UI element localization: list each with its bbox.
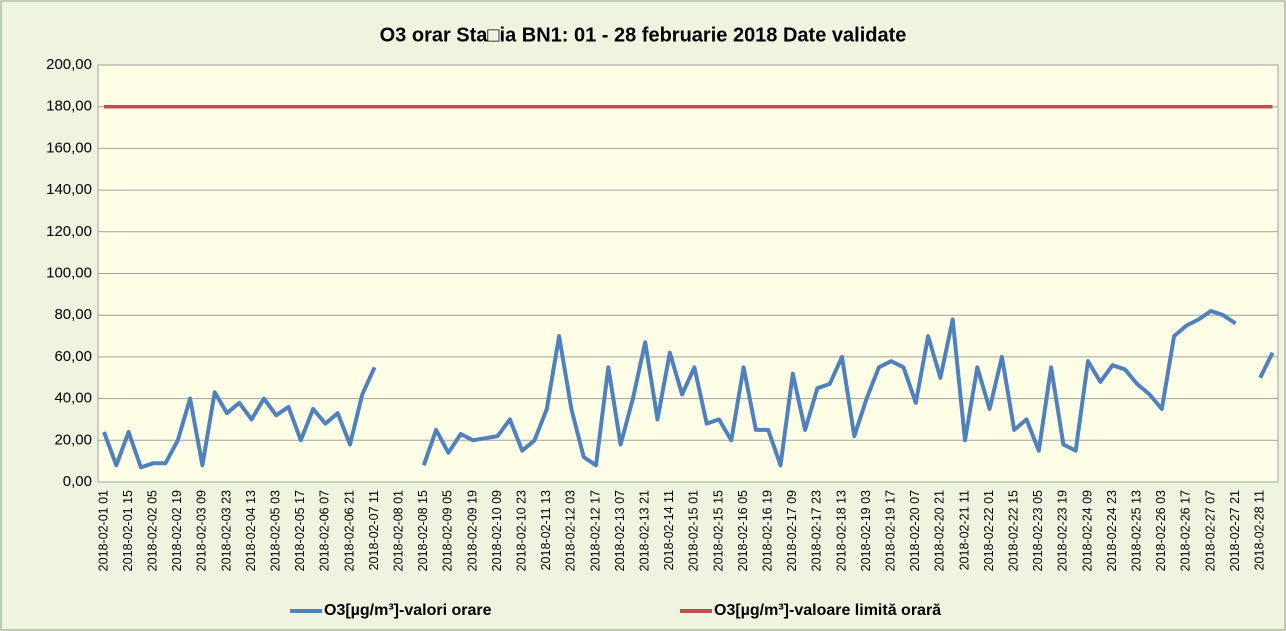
- x-tick-label: 2018-02-28 11: [1252, 490, 1266, 570]
- x-tick-label: 2018-02-23 05: [1031, 490, 1045, 571]
- x-tick-label: 2018-02-13 07: [613, 490, 627, 571]
- x-tick-label: 2018-02-07 11: [367, 490, 381, 570]
- series-line: [102, 309, 1275, 470]
- x-tick-label: 2018-02-08 15: [416, 490, 430, 571]
- x-tick-label: 2018-02-12 17: [588, 490, 602, 571]
- y-tick-label: 40,00: [54, 390, 92, 407]
- x-tick-label: 2018-02-26 03: [1154, 490, 1168, 571]
- x-tick-label: 2018-02-10 23: [514, 490, 528, 571]
- x-tick-label: 2018-02-15 01: [687, 490, 701, 571]
- x-tick-label: 2018-02-19 17: [883, 490, 897, 571]
- x-tick-label: 2018-02-20 07: [908, 490, 922, 571]
- y-tick-label: 100,00: [46, 264, 92, 281]
- legend-label: O3[µg/m³]-valori orare: [324, 602, 492, 619]
- y-tick-label: 60,00: [54, 348, 92, 365]
- x-tick-label: 2018-02-22 15: [1006, 490, 1020, 571]
- x-tick-label: 2018-02-17 09: [785, 490, 799, 571]
- x-tick-label: 2018-02-03 09: [195, 490, 209, 571]
- x-tick-label: 2018-02-27 07: [1203, 490, 1217, 571]
- y-tick-label: 160,00: [46, 139, 92, 156]
- x-tick-label: 2018-02-11 13: [539, 490, 553, 570]
- x-tick-label: 2018-02-13 21: [637, 490, 651, 571]
- y-tick-label: 80,00: [54, 306, 92, 323]
- x-tick-label: 2018-02-12 03: [564, 490, 578, 571]
- y-tick-label: 0,00: [63, 473, 92, 490]
- y-tick-label: 200,00: [46, 56, 92, 73]
- x-tick-label: 2018-02-01 15: [121, 490, 135, 571]
- x-tick-label: 2018-02-05 17: [293, 490, 307, 571]
- x-tick-label: 2018-02-20 21: [933, 490, 947, 571]
- x-tick-label: 2018-02-03 23: [219, 490, 233, 571]
- x-tick-label: 2018-02-22 01: [982, 490, 996, 571]
- x-tick-label: 2018-02-01 01: [96, 490, 110, 571]
- x-tick-label: 2018-02-16 19: [760, 490, 774, 571]
- x-tick-label: 2018-02-23 19: [1056, 490, 1070, 571]
- x-tick-label: 2018-02-15 15: [711, 490, 725, 571]
- x-tick-label: 2018-02-08 01: [391, 490, 405, 571]
- y-tick-label: 120,00: [46, 223, 92, 240]
- x-tick-label: 2018-02-06 21: [342, 490, 356, 571]
- x-tick-label: 2018-02-16 05: [736, 490, 750, 571]
- x-tick-label: 2018-02-17 23: [810, 490, 824, 571]
- x-tick-label: 2018-02-21 11: [957, 490, 971, 570]
- x-tick-label: 2018-02-10 09: [490, 490, 504, 571]
- chart-title: O3 orar Sta□ia BN1: 01 - 28 februarie 20…: [380, 24, 907, 46]
- x-tick-label: 2018-02-24 09: [1080, 490, 1094, 571]
- y-tick-label: 180,00: [46, 98, 92, 115]
- x-tick-label: 2018-02-27 21: [1228, 490, 1242, 571]
- x-tick-label: 2018-02-02 19: [170, 490, 184, 571]
- x-tick-label: 2018-02-26 17: [1179, 490, 1193, 571]
- y-tick-label: 140,00: [46, 181, 92, 198]
- x-tick-label: 2018-02-09 19: [465, 490, 479, 571]
- x-tick-label: 2018-02-04 13: [244, 490, 258, 571]
- x-tick-label: 2018-02-18 13: [834, 490, 848, 571]
- x-tick-label: 2018-02-14 11: [662, 490, 676, 570]
- x-tick-label: 2018-02-06 07: [318, 490, 332, 571]
- y-tick-label: 20,00: [54, 431, 92, 448]
- x-tick-label: 2018-02-19 03: [859, 490, 873, 571]
- x-tick-label: 2018-02-09 05: [441, 490, 455, 571]
- legend-label: O3[µg/m³]-valoare limită orară: [714, 602, 941, 619]
- x-tick-label: 2018-02-05 03: [268, 490, 282, 571]
- x-tick-label: 2018-02-02 05: [145, 490, 159, 571]
- x-tick-label: 2018-02-25 13: [1129, 490, 1143, 571]
- x-tick-label: 2018-02-24 23: [1105, 490, 1119, 571]
